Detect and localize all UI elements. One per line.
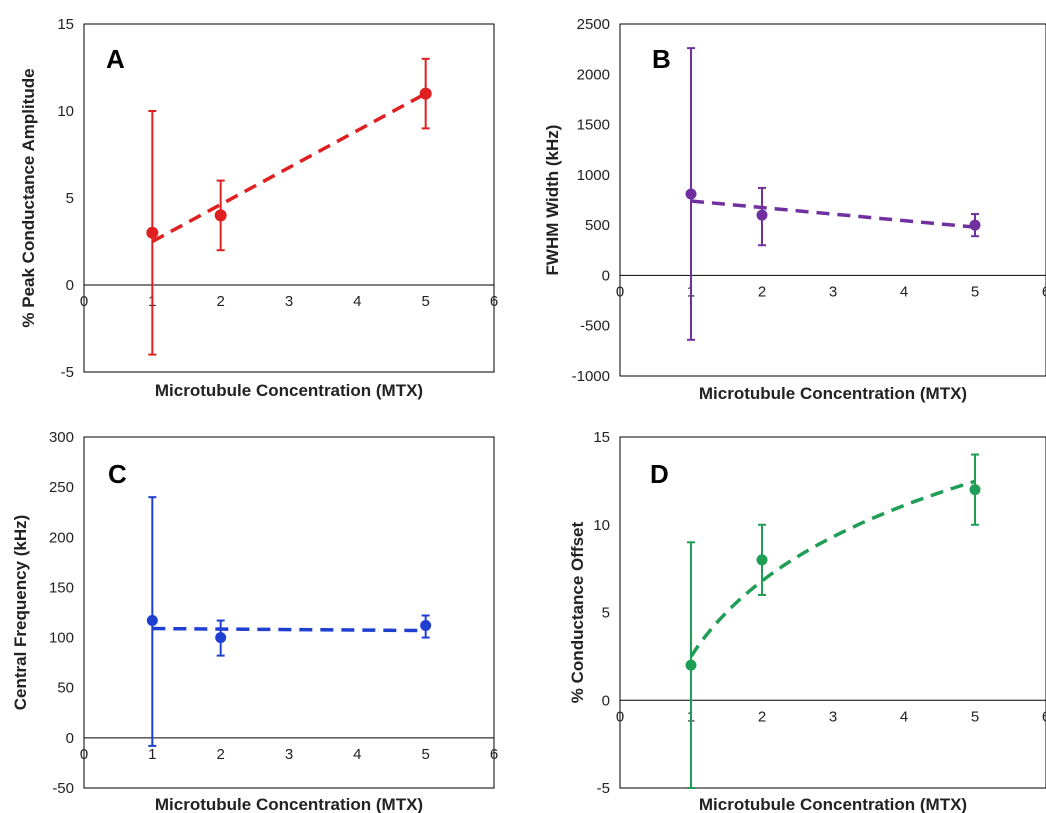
- panel-b-letter: B: [652, 44, 671, 74]
- panel-c-trend-line: [152, 626, 426, 633]
- panel-c-x-tick-label-3: 3: [285, 746, 293, 763]
- panel-d-x-tick-label-4: 4: [900, 708, 908, 725]
- panel-b-data-point-2: [969, 219, 981, 231]
- panel-a-x-tick-label-0: 0: [80, 293, 88, 310]
- panel-d: -50510150123456DMicrotubule Concentratio…: [568, 429, 1046, 813]
- panel-c-y-tick-label-1: 0: [66, 730, 74, 747]
- panel-c-x-tick-label-4: 4: [353, 746, 361, 763]
- panel-a-x-tick-label-5: 5: [421, 293, 429, 310]
- panel-a: -50510150123456AMicrotubule Concentratio…: [19, 16, 498, 400]
- panel-c-x-tick-label-0: 0: [80, 746, 88, 763]
- panel-d-y-tick-label-1: 0: [602, 692, 610, 709]
- panel-a-x-axis-title: Microtubule Concentration (MTX): [155, 381, 423, 400]
- panel-b-trend-line: [690, 199, 976, 229]
- panel-a-data-point-1: [214, 209, 227, 222]
- panel-b-y-tick-label-3: 500: [585, 217, 610, 234]
- panel-d-x-tick-label-6: 6: [1042, 708, 1046, 725]
- panel-a-y-tick-label-1: 0: [66, 277, 74, 294]
- panel-b-x-axis-title: Microtubule Concentration (MTX): [699, 384, 967, 403]
- panel-b-x-tick-label-0: 0: [616, 283, 624, 300]
- panel-b-y-tick-label-1: -500: [580, 318, 610, 335]
- panel-b-plot-frame: [619, 23, 1046, 377]
- panel-c-x-axis-title: Microtubule Concentration (MTX): [155, 795, 423, 813]
- panel-d-x-axis-title: Microtubule Concentration (MTX): [699, 795, 967, 813]
- panel-c-y-tick-label-6: 250: [49, 479, 74, 496]
- panel-c: -50 0 50 100 150 200 250 300 0 1 2 3 4 5 6 C Microtubule…: [11, 429, 498, 813]
- panel-a-trend-line: [151, 92, 427, 244]
- panel-b-data-point-0: [685, 188, 697, 200]
- panel-c-x-tick-label-5: 5: [421, 746, 429, 763]
- panel-c-y-tick-label-7: 300: [49, 429, 74, 446]
- panel-c-y-tick-label-3: 100: [49, 630, 74, 647]
- panel-a-y-axis-title: % Peak Conductance Amplitude: [19, 68, 38, 327]
- panel-c-data-point-2: [420, 620, 432, 632]
- panel-d-data-point-1: [756, 554, 768, 566]
- panel-a-y-tick-label-3: 10: [57, 103, 74, 120]
- panel-d-x-tick-label-5: 5: [971, 708, 979, 725]
- panel-d-plot-frame: [619, 436, 1046, 789]
- panel-d-y-axis-title: % Conductance Offset: [568, 521, 587, 703]
- panel-a-letter: A: [106, 44, 125, 74]
- panel-b-y-tick-label-0: -1000: [572, 368, 610, 385]
- panel-b-y-tick-label-5: 1500: [577, 117, 610, 134]
- panel-c-plot-frame: [83, 436, 495, 789]
- panel-b-y-tick-label-4: 1000: [577, 167, 610, 184]
- panel-c-y-tick-label-2: 50: [57, 680, 74, 697]
- panel-c-data-point-1: [215, 632, 227, 644]
- panel-a-y-tick-label-4: 15: [57, 16, 74, 33]
- panel-b-data-point-1: [756, 209, 768, 221]
- panel-a-x-tick-label-3: 3: [285, 293, 293, 310]
- panel-c-y-tick-label-0: -50: [52, 780, 74, 797]
- panel-d-trend-line: [689, 479, 976, 658]
- panel-b-y-tick-label-6: 2000: [577, 66, 610, 83]
- panel-d-data-point-2: [969, 484, 981, 496]
- panel-d-y-tick-label-4: 15: [593, 429, 610, 446]
- panel-d-x-tick-label-3: 3: [829, 708, 837, 725]
- panel-a-data-point-0: [146, 226, 159, 239]
- panel-b-x-tick-label-6: 6: [1042, 283, 1046, 300]
- panel-c-y-axis-title: Central Frequency (kHz): [11, 515, 30, 711]
- panel-d-y-tick-label-3: 10: [593, 517, 610, 534]
- panel-b-y-tick-label-2: 0: [602, 267, 610, 284]
- panel-a-x-tick-label-4: 4: [353, 293, 361, 310]
- panel-c-y-tick-label-4: 150: [49, 579, 74, 596]
- panel-c-y-tick-label-5: 200: [49, 529, 74, 546]
- panel-c-x-tick-label-2: 2: [216, 746, 224, 763]
- panel-d-x-tick-label-2: 2: [758, 708, 766, 725]
- panel-d-data-point-0: [685, 659, 697, 671]
- panel-b: -1000-500050010001500200025000123456BMic…: [543, 16, 1046, 403]
- panel-a-plot-frame: [83, 23, 495, 373]
- panel-b-x-tick-label-5: 5: [971, 283, 979, 300]
- panel-a-y-tick-label-2: 5: [66, 190, 74, 207]
- panel-a-x-tick-label-6: 6: [490, 293, 498, 310]
- panel-d-letter: D: [650, 459, 669, 489]
- panel-c-x-tick-label-1: 1: [148, 746, 156, 763]
- panel-c-letter: C: [108, 459, 127, 489]
- panel-b-y-axis-title: FWHM Width (kHz): [543, 125, 562, 276]
- panel-b-x-tick-label-4: 4: [900, 283, 908, 300]
- panel-b-y-tick-label-7: 2500: [577, 16, 610, 33]
- panel-a-y-tick-label-0: -5: [61, 364, 74, 381]
- panel-b-x-tick-label-2: 2: [758, 283, 766, 300]
- panel-d-x-tick-label-0: 0: [616, 708, 624, 725]
- panel-d-y-tick-label-0: -5: [597, 780, 610, 797]
- panel-a-x-tick-label-2: 2: [216, 293, 224, 310]
- panel-a-data-point-2: [419, 87, 432, 100]
- panel-d-y-tick-label-2: 5: [602, 605, 610, 622]
- panel-c-x-tick-label-6: 6: [490, 746, 498, 763]
- panel-c-data-point-0: [146, 615, 158, 627]
- panel-b-x-tick-label-3: 3: [829, 283, 837, 300]
